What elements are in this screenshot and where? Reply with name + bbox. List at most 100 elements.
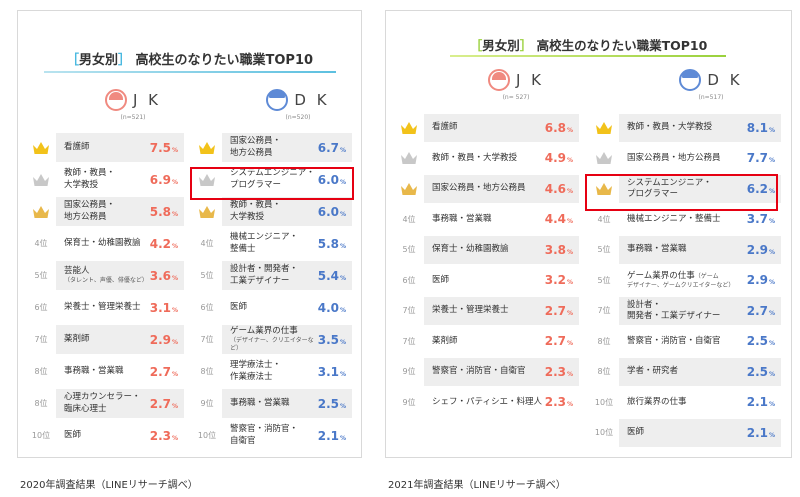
percent-value: 4.0% <box>317 300 346 315</box>
crown-icon <box>192 133 222 162</box>
list-item: 8位 警察官・消防官・自衛官 2.5% <box>589 328 781 356</box>
percent-value: 2.9% <box>746 242 775 257</box>
list-item: 7位 薬剤師 2.7% <box>394 328 579 356</box>
job-name: 事務職・営業職 <box>627 244 687 255</box>
job-cell: 旅行業界の仕事 2.1% <box>619 389 781 417</box>
percent-value: 2.1% <box>317 428 346 443</box>
percent-value: 2.7% <box>544 303 573 318</box>
percent-value: 2.1% <box>746 395 775 410</box>
percent-value: 5.8% <box>317 236 346 251</box>
list-item: 6位 栄養士・管理栄養士 3.1% <box>26 293 184 322</box>
list-item: 5位 保育士・幼稚園教諭 3.8% <box>394 236 579 264</box>
list-item: 看護師 6.8% <box>394 114 579 142</box>
job-cell: ゲーム業界の仕事（ゲーム デザイナー、ゲームクリエイターなど） 2.9% <box>619 267 781 295</box>
percent-value: 2.5% <box>317 396 346 411</box>
ranking-panel-2021: ［男女別］ 高校生のなりたい職業TOP10 J K (n= 527) D K (… <box>385 10 792 458</box>
job-cell: 国家公務員・地方公務員 4.6% <box>424 175 579 203</box>
job-name: 栄養士・管理栄養士 <box>432 305 509 316</box>
job-cell: 教師・教員・ 大学教授 6.0% <box>222 197 352 226</box>
list-item: 5位 芸能人 （タレント、声優、俳優など） 3.6% <box>26 261 184 290</box>
percent-value: 2.7% <box>149 364 178 379</box>
list-item: 4位 保育士・幼稚園教諭 4.2% <box>26 229 184 258</box>
list-item: 6位 医師 3.2% <box>394 267 579 295</box>
job-cell: 警察官・消防官・自衛官 2.3% <box>424 358 579 386</box>
job-cell: 心理カウンセラー・ 臨床心理士 2.7% <box>56 389 184 418</box>
crown-icon <box>394 145 424 173</box>
job-cell: 機械エンジニア・整備士 3.7% <box>619 206 781 234</box>
percent-value: 2.3% <box>149 428 178 443</box>
percent-value: 4.4% <box>544 212 573 227</box>
job-cell: 薬剤師 2.7% <box>424 328 579 356</box>
list-item: 国家公務員・ 地方公務員 6.7% <box>192 133 352 162</box>
list-item: 7位 薬剤師 2.9% <box>26 325 184 354</box>
job-name: 事務職・営業職 <box>64 365 124 376</box>
panel-title: ［男女別］ 高校生のなりたい職業TOP10 <box>65 53 314 68</box>
list-item: システムエンジニア・ プログラマー 6.0% <box>192 165 352 194</box>
rank-label: 5位 <box>34 271 48 280</box>
job-name: 国家公務員・地方公務員 <box>230 136 282 158</box>
boy-face-icon <box>266 89 289 111</box>
job-name: 警察官・消防官・自衛官 <box>432 366 526 377</box>
job-name: 事務職・営業職 <box>432 213 492 224</box>
crown-icon <box>589 145 619 173</box>
job-name: 警察官・消防官・自衛官 <box>230 424 299 446</box>
rank-label: 5位 <box>402 245 416 255</box>
list-item: システムエンジニア・ プログラマー 6.2% <box>589 175 781 203</box>
list-item: 看護師 7.5% <box>26 133 184 162</box>
rank-label: 4位 <box>200 239 214 248</box>
rank-label: 8位 <box>597 336 611 346</box>
job-name: 教師・教員・大学教授 <box>64 168 116 190</box>
crown-icon <box>192 165 222 194</box>
job-cell: 理学療法士・ 作業療法士 3.1% <box>222 357 352 386</box>
rank-label: 10位 <box>31 431 51 440</box>
crown-icon <box>394 114 424 142</box>
crown-icon <box>192 197 222 226</box>
job-cell: 学者・研究者 2.5% <box>619 358 781 386</box>
percent-value: 2.1% <box>746 425 775 440</box>
job-name: 国家公務員・地方公務員 <box>432 183 526 194</box>
job-name: 機械エンジニア・整備士 <box>230 232 299 254</box>
percent-value: 2.7% <box>746 303 775 318</box>
job-name: 理学療法士・ 作業療法士 <box>230 360 282 382</box>
job-name: 教師・教員・大学教授 <box>432 152 518 163</box>
percent-value: 3.6% <box>149 268 178 283</box>
job-name: 医師 <box>230 301 248 312</box>
job-name: 保育士・幼稚園教諭 <box>432 244 509 255</box>
percent-value: 7.7% <box>746 151 775 166</box>
job-name: 医師 <box>64 429 82 440</box>
job-cell: 設計者・ 開発者・工業デザイナー 2.7% <box>619 297 781 325</box>
percent-value: 2.9% <box>149 332 178 347</box>
percent-value: 7.5% <box>149 140 178 155</box>
job-name: 保育士・幼稚園教諭 <box>64 237 141 248</box>
rank-label: 8位 <box>34 367 48 376</box>
job-name: 警察官・消防官・自衛官 <box>627 335 721 346</box>
job-cell: 栄養士・管理栄養士 3.1% <box>56 293 184 322</box>
list-item: 10位 医師 2.1% <box>589 419 781 447</box>
percent-value: 2.5% <box>746 364 775 379</box>
job-cell: 警察官・消防官・ 自衛官 2.1% <box>222 421 352 450</box>
percent-value: 6.0% <box>317 172 346 187</box>
job-name: 看護師 <box>64 141 90 152</box>
panel-title: ［男女別］ 高校生のなりたい職業TOP10 <box>469 38 708 53</box>
job-cell: 国家公務員・地方公務員 7.7% <box>619 145 781 173</box>
percent-value: 3.8% <box>544 242 573 257</box>
percent-value: 3.2% <box>544 273 573 288</box>
rank-label: 6位 <box>402 275 416 285</box>
list-item: 国家公務員・地方公務員 4.6% <box>394 175 579 203</box>
job-cell: 保育士・幼稚園教諭 4.2% <box>56 229 184 258</box>
job-cell: 医師 3.2% <box>424 267 579 295</box>
rank-label: 8位 <box>597 367 611 377</box>
list-item: 7位 設計者・ 開発者・工業デザイナー 2.7% <box>589 297 781 325</box>
boy-face-icon <box>679 69 702 91</box>
job-cell: シェフ・パティシエ・料理人 2.3% <box>424 389 579 417</box>
job-cell: 事務職・営業職 2.7% <box>56 357 184 386</box>
rank-label: 7位 <box>34 335 48 344</box>
list-item: 5位 設計者・開発者・ 工業デザイナー 5.4% <box>192 261 352 290</box>
job-name: 設計者・開発者・工業デザイナー <box>230 264 299 286</box>
list-item: 教師・教員・ 大学教授 6.0% <box>192 197 352 226</box>
job-cell: 医師 4.0% <box>222 293 352 322</box>
list-item: 7位 ゲーム業界の仕事 （デザイナー、クリエイターなど） 3.5% <box>192 325 352 354</box>
girl-face-icon <box>104 89 127 111</box>
list-item: 教師・教員・ 大学教授 6.9% <box>26 165 184 194</box>
percent-value: 6.0% <box>317 204 346 219</box>
